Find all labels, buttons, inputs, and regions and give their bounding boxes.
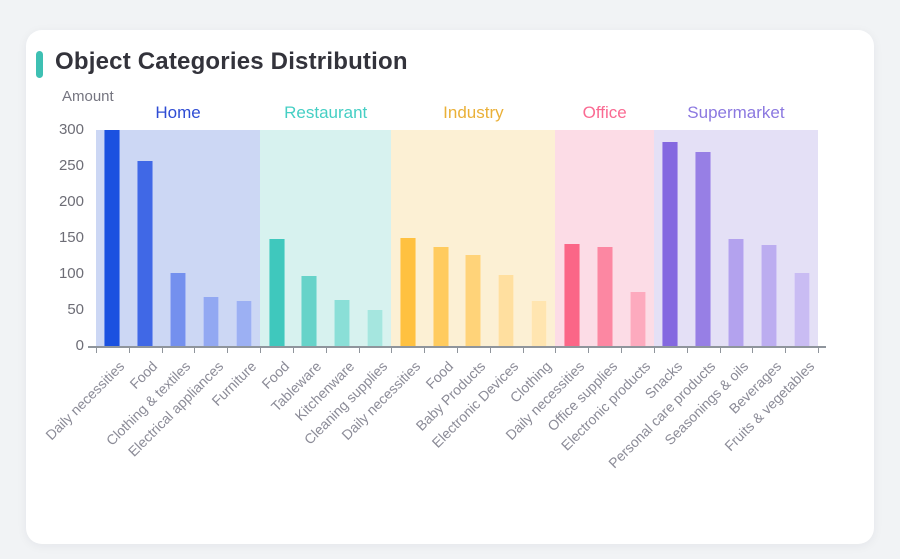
x-axis-tick	[522, 347, 524, 353]
y-tick-label: 200	[58, 193, 84, 210]
bar[interactable]	[432, 246, 449, 346]
x-axis-tick	[260, 347, 262, 353]
x-axis-tick	[96, 347, 97, 353]
x-axis-tick	[457, 347, 458, 353]
bar[interactable]	[695, 151, 712, 346]
x-axis-tick	[719, 347, 721, 353]
x-axis-tick	[818, 347, 819, 353]
bar[interactable]	[563, 243, 580, 346]
bar[interactable]	[498, 274, 515, 346]
bar[interactable]	[399, 238, 416, 346]
group-label-home: Home	[155, 103, 201, 122]
x-axis-tick	[621, 347, 623, 353]
bar[interactable]	[629, 292, 646, 346]
x-axis-tick	[686, 347, 688, 353]
x-axis-tick	[227, 347, 229, 353]
bar[interactable]	[301, 276, 318, 346]
bar[interactable]	[662, 142, 679, 346]
y-tick-label: 100	[58, 265, 84, 282]
x-axis-tick	[128, 347, 130, 353]
x-axis-tick	[653, 347, 655, 353]
x-axis-tick	[161, 347, 163, 353]
x-axis-tick	[358, 347, 360, 353]
group-label-office: Office	[582, 103, 627, 122]
x-axis-tick	[752, 347, 754, 353]
bar[interactable]	[596, 246, 613, 346]
y-tick-label: 50	[67, 301, 84, 318]
x-axis-tick	[325, 347, 327, 353]
y-tick-label: 250	[58, 157, 84, 174]
group-label-industry: Industry	[443, 103, 504, 122]
bar[interactable]	[727, 239, 744, 346]
bar[interactable]	[465, 255, 482, 346]
bar[interactable]	[268, 238, 285, 346]
chart-title: Object Categories Distribution	[55, 48, 408, 75]
y-axis-name: Amount	[62, 88, 114, 105]
group-label-restaurant: Restaurant	[284, 103, 368, 122]
bar[interactable]	[760, 245, 777, 346]
x-axis-line	[88, 346, 826, 348]
x-axis-tick	[424, 347, 426, 353]
x-axis-tick	[194, 347, 196, 353]
bar[interactable]	[793, 273, 810, 346]
x-axis-tick	[489, 347, 491, 353]
x-axis-tick	[555, 347, 557, 353]
bar[interactable]	[202, 297, 219, 346]
bar[interactable]	[137, 160, 154, 346]
x-axis-tick	[292, 347, 294, 353]
y-tick-label: 150	[58, 229, 84, 246]
group-label-supermarket: Supermarket	[687, 103, 785, 122]
bar[interactable]	[334, 299, 351, 346]
x-axis-tick	[588, 347, 590, 353]
title-accent-bar	[36, 51, 43, 78]
bar[interactable]	[104, 130, 121, 346]
bar[interactable]	[235, 300, 252, 346]
y-tick-label: 0	[75, 337, 84, 354]
bar[interactable]	[366, 310, 383, 346]
y-tick-label: 300	[58, 121, 84, 138]
chart-card: Object Categories Distribution Amount 0 5…	[26, 30, 874, 544]
bar[interactable]	[531, 301, 548, 346]
x-axis-tick	[785, 347, 787, 353]
x-axis-tick	[391, 347, 393, 353]
bar[interactable]	[170, 272, 187, 346]
